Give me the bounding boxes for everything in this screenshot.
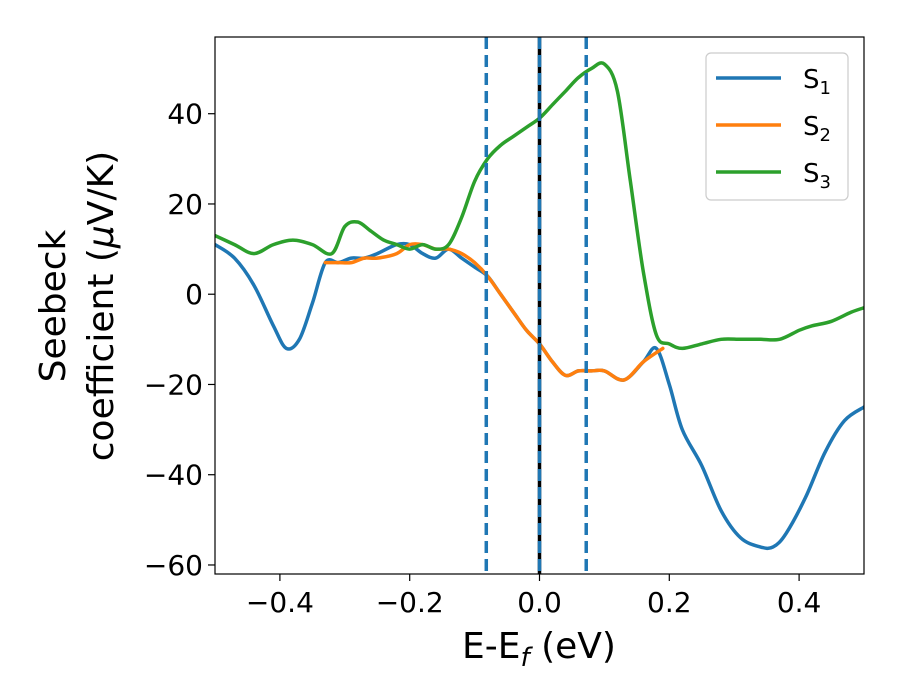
y-axis-ticks: −60 −40 −20 0 20 40 [144, 98, 215, 582]
vertical-reference-lines [484, 37, 588, 574]
y-tick-label: −60 [144, 549, 203, 582]
y-tick-label: 0 [185, 278, 203, 311]
x-tick-label: 0.0 [517, 586, 562, 619]
series-line-s3 [215, 61, 864, 351]
y-tick-label: −20 [144, 368, 203, 401]
x-axis-ticks: −0.4 −0.2 0.0 0.2 0.4 [246, 574, 821, 619]
x-tick-label: 0.4 [777, 586, 822, 619]
legend-label-s1: S1 [803, 65, 831, 99]
y-axis-title: Seebeck coefficient (μV/K) [33, 151, 122, 461]
y-axis-title-line1: Seebeck [33, 229, 74, 382]
x-tick-label: −0.4 [246, 586, 314, 619]
x-axis-title: E-Ef (eV) [462, 626, 616, 673]
x-tick-label: 0.2 [647, 586, 692, 619]
legend-label-s2: S2 [803, 112, 831, 146]
y-tick-label: −40 [144, 459, 203, 492]
legend: S1 S2 S3 [705, 52, 849, 201]
legend-label-s3: S3 [803, 159, 831, 193]
y-axis-title-line2: coefficient (μV/K) [81, 151, 122, 461]
y-tick-label: 20 [167, 188, 203, 221]
y-tick-label: 40 [167, 98, 203, 131]
x-tick-label: −0.2 [376, 586, 444, 619]
